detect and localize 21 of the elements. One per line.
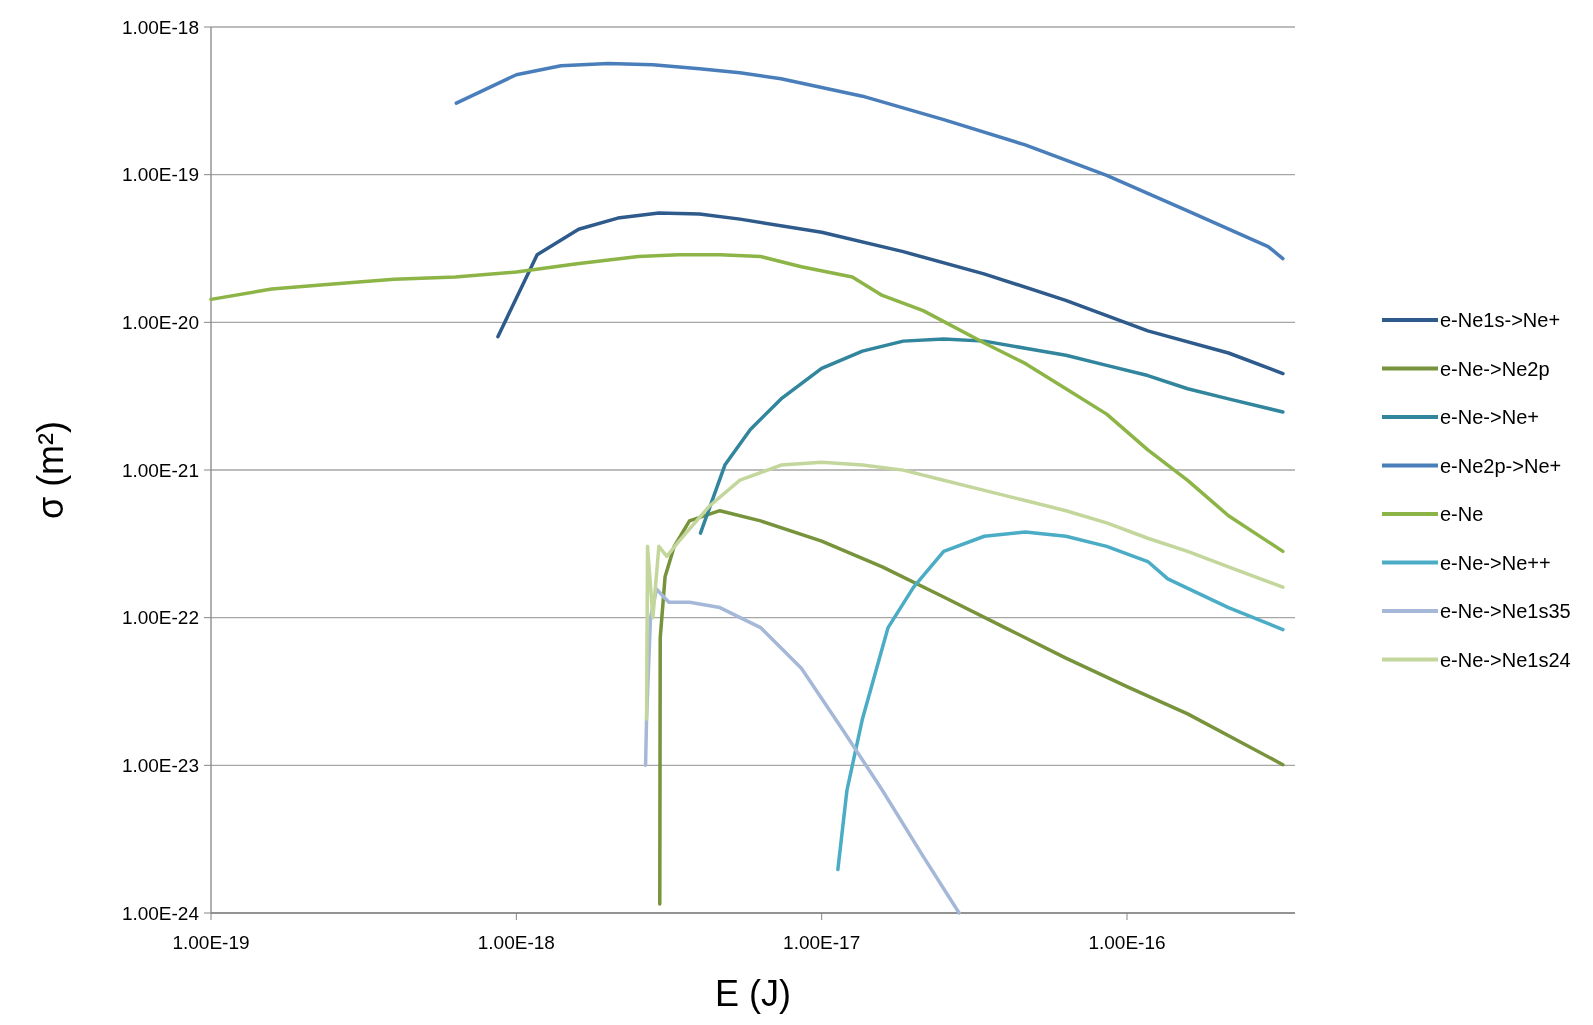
legend-label: e-Ne2p->Ne+ <box>1440 454 1562 477</box>
legend-label: e-Ne->Ne++ <box>1440 551 1551 574</box>
y-tick-label: 1.00E-20 <box>121 311 199 333</box>
legend-label: e-Ne <box>1440 503 1484 525</box>
x-tick-label: 1.00E-19 <box>172 932 250 953</box>
legend-label: e-Ne->Ne2p <box>1440 357 1550 380</box>
legend-label: e-Ne->Ne1s24 <box>1440 648 1571 671</box>
x-tick-label: 1.00E-17 <box>783 932 861 953</box>
legend-label: e-Ne->Ne+ <box>1440 406 1539 428</box>
x-tick-label: 1.00E-18 <box>477 932 555 953</box>
x-tick-label: 1.00E-16 <box>1088 932 1166 953</box>
y-axis-title: σ (m²) <box>30 420 71 520</box>
y-tick-label: 1.00E-22 <box>121 607 199 629</box>
legend-label: e-Ne->Ne1s35 <box>1440 600 1571 622</box>
legend-label: e-Ne1s->Ne+ <box>1440 309 1561 331</box>
x-axis-title: E (J) <box>715 973 791 1014</box>
y-tick-label: 1.00E-21 <box>121 459 199 481</box>
y-tick-label: 1.00E-19 <box>121 164 199 186</box>
y-tick-label: 1.00E-18 <box>121 16 199 38</box>
y-tick-label: 1.00E-24 <box>121 902 200 924</box>
y-tick-label: 1.00E-23 <box>121 754 199 776</box>
